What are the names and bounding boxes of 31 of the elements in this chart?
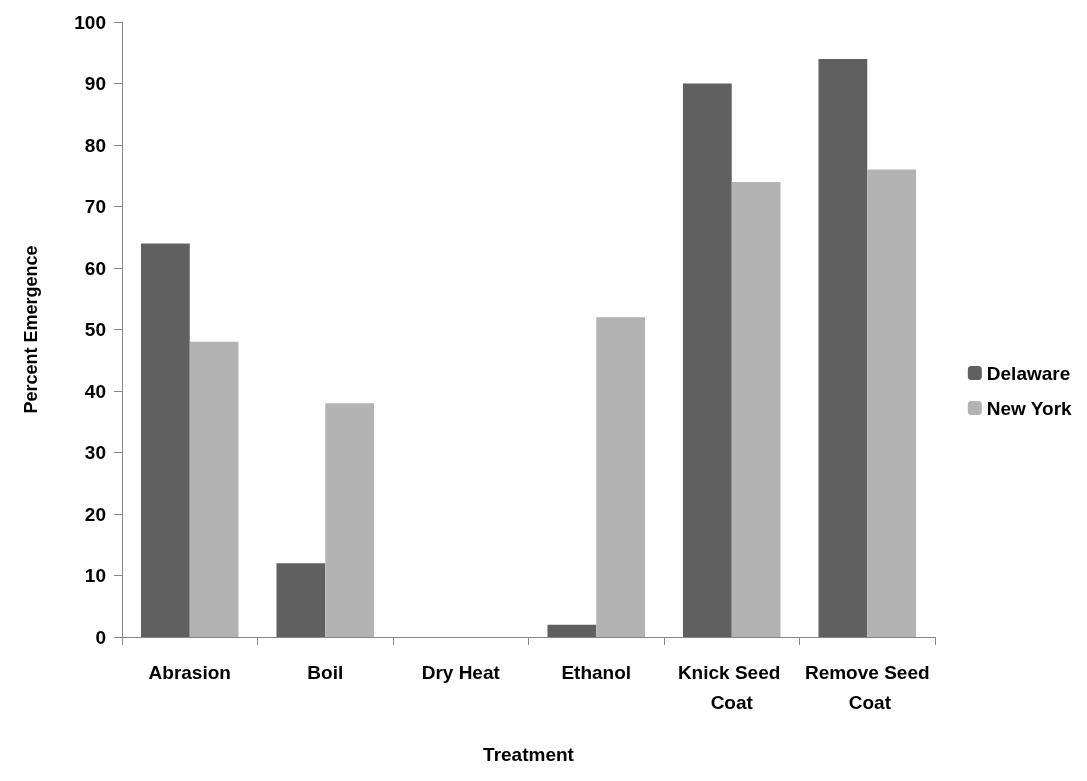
legend-label: New York — [986, 397, 1073, 419]
y-tick-label: 60 — [84, 257, 106, 279]
x-tick-label: Knick Seed Coat — [677, 661, 786, 713]
y-tick-label: 100 — [74, 11, 106, 33]
y-tick-label: 70 — [84, 196, 106, 217]
y-tick-label: 80 — [84, 134, 106, 156]
y-tick-label: 50 — [84, 319, 106, 340]
x-tick-label: Dry Heat — [421, 661, 501, 683]
bar — [867, 169, 917, 637]
y-tick-label: 30 — [84, 442, 106, 463]
bar — [547, 624, 597, 637]
y-tick-label: 0 — [95, 626, 106, 648]
legend-label: Delaware — [986, 362, 1071, 384]
x-tick-label: Abrasion — [148, 661, 231, 683]
y-tick-label: 10 — [84, 565, 106, 586]
x-tick-label: Ethanol — [561, 661, 632, 683]
bar — [731, 181, 781, 637]
y-tick-label: 90 — [84, 73, 106, 94]
x-tick-label: Boil — [307, 661, 344, 683]
bar — [682, 83, 732, 637]
y-tick-label: 20 — [84, 503, 106, 525]
bar — [140, 243, 190, 637]
bar — [325, 403, 375, 637]
y-tick-label: 40 — [84, 380, 106, 402]
bar — [276, 563, 326, 637]
bar — [818, 58, 868, 637]
bar — [596, 317, 646, 637]
y-axis-title: Percent Emergence — [21, 245, 41, 414]
x-tick-label: Remove Seed Coat — [804, 661, 930, 713]
bar — [189, 341, 239, 637]
x-axis-title: Treatment — [483, 744, 575, 765]
